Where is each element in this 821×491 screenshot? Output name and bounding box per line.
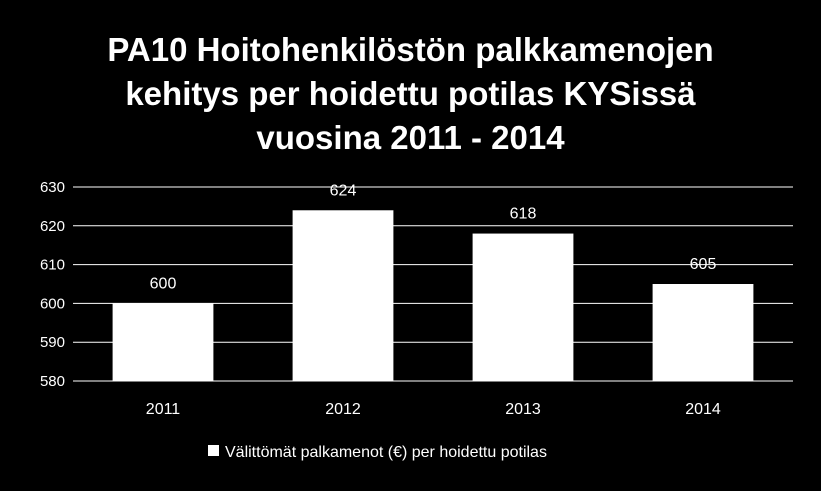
legend: Välittömät palkamenot (€) per hoidettu p…	[208, 444, 547, 461]
bar	[472, 233, 574, 381]
data-labels: 600 624 618 605	[150, 182, 717, 292]
chart-title-line-2: kehitys per hoidettu potilas KYSissä	[125, 75, 696, 112]
y-tick-label: 630	[40, 179, 65, 196]
x-category-label: 2014	[685, 401, 721, 418]
y-tick-label: 620	[40, 218, 65, 235]
legend-label: Välittömät palkamenot (€) per hoidettu p…	[225, 444, 547, 461]
x-category-label: 2011	[146, 401, 181, 418]
x-category-label: 2013	[505, 401, 541, 418]
y-tick-label: 610	[40, 257, 65, 274]
data-label: 618	[510, 206, 537, 223]
data-label: 605	[690, 256, 717, 273]
chart-title: PA10 Hoitohenkilöstön palkkamenojen kehi…	[0, 28, 821, 160]
y-tick-label: 580	[40, 373, 65, 390]
data-label: 624	[330, 182, 357, 199]
data-label: 600	[150, 275, 177, 292]
y-axis-ticks: 580 590 600 610 620 630	[40, 179, 65, 390]
x-category-label: 2012	[325, 401, 361, 418]
chart-title-line-1: PA10 Hoitohenkilöstön palkkamenojen	[107, 31, 714, 68]
y-tick-label: 590	[40, 334, 65, 351]
legend-swatch	[208, 445, 219, 456]
x-axis-categories: 2011 2012 2013 2014	[146, 401, 721, 418]
chart-title-line-3: vuosina 2011 - 2014	[256, 119, 565, 156]
y-tick-label: 600	[40, 295, 65, 312]
bar	[112, 303, 214, 381]
bar	[652, 284, 754, 381]
bar	[292, 210, 394, 381]
bars	[112, 210, 754, 381]
